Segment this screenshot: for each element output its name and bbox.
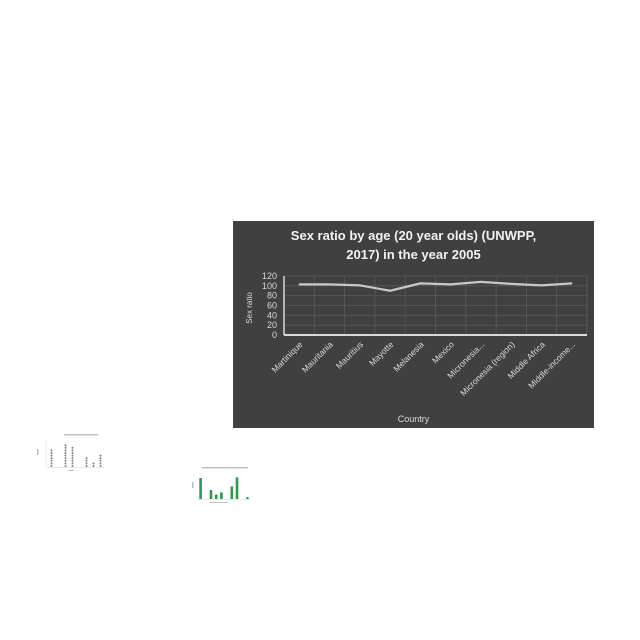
thumbnail-dot — [64, 454, 67, 457]
data-point — [359, 284, 361, 286]
thumbnail-dot — [64, 449, 67, 452]
thumbnail-dot — [50, 462, 53, 465]
y-axis-title: Sex ratio — [245, 292, 254, 324]
y-tick-label: 40 — [267, 310, 277, 320]
data-point — [571, 282, 573, 284]
thumbnail-dot — [99, 465, 102, 467]
thumbnail-dot — [50, 452, 53, 454]
thumbnail-bar — [220, 492, 223, 499]
data-point — [450, 283, 452, 285]
thumbnail-bar — [214, 494, 218, 499]
x-tick-label: Mayotte — [367, 339, 396, 368]
y-tick-label: 80 — [267, 291, 277, 301]
thumbnail-dot — [92, 462, 95, 465]
thumbnail-dot — [99, 454, 102, 457]
thumbnail-dot — [71, 452, 74, 454]
y-tick-label: 100 — [262, 281, 277, 291]
thumbnail-dot — [71, 457, 74, 460]
thumbnail-bar-canvas — [192, 467, 250, 503]
y-tick-label: 20 — [267, 320, 277, 330]
thumbnail-dot-canvas — [37, 434, 104, 471]
thumbnail-dot — [85, 465, 88, 467]
thumbnail-title-placeholder — [64, 434, 98, 436]
thumbnail-dot — [85, 459, 88, 462]
thumbnail-dot — [50, 465, 53, 467]
thumbnail-dot — [99, 459, 102, 462]
x-axis-title: Country — [398, 414, 430, 424]
thumbnail-bar — [199, 478, 202, 499]
data-point — [389, 290, 391, 292]
thumbnail-dot — [71, 446, 74, 449]
series-line — [299, 280, 572, 292]
thumbnail-dot — [50, 454, 53, 457]
thumbnail-dot — [64, 444, 67, 447]
thumbnail-bar — [209, 490, 213, 499]
y-tick-label: 120 — [262, 271, 277, 281]
thumbnail-dot — [50, 449, 53, 452]
thumbnail-dot — [71, 462, 74, 465]
thumbnail-dot — [85, 462, 88, 465]
thumbnail-xlabel-placeholder — [210, 502, 228, 503]
x-tick-label: Mauritania — [300, 339, 335, 374]
thumbnail-dot — [64, 459, 67, 462]
x-tick-label: Mexico — [430, 339, 456, 365]
thumbnail-dot — [64, 446, 67, 449]
thumbnail-xlabel-placeholder — [68, 470, 74, 471]
thumbnail-dot — [50, 457, 53, 460]
thumbnail-bar — [235, 477, 239, 499]
thumbnail-bar — [246, 497, 249, 499]
thumbnail-dot — [64, 465, 67, 467]
thumbnail-dot — [71, 454, 74, 457]
y-tick-label: 60 — [267, 301, 277, 311]
thumbnail-dot-chart — [34, 432, 106, 472]
thumbnail-dot — [85, 457, 88, 460]
thumbnail-bar-chart — [190, 465, 252, 505]
data-point — [328, 283, 331, 285]
thumbnail-dot — [92, 465, 95, 467]
x-tick-label: Mauritius — [334, 339, 365, 370]
thumbnail-ylabel-placeholder — [37, 449, 39, 455]
thumbnail-dot — [71, 459, 74, 462]
data-point — [540, 284, 543, 286]
thumbnail-dot — [71, 465, 74, 467]
data-point — [510, 283, 512, 285]
thumbnail-dot — [99, 462, 102, 465]
thumbnail-bar — [230, 486, 234, 499]
y-tick-label: 0 — [272, 330, 277, 340]
data-point — [419, 282, 421, 284]
sex-ratio-chart: Sex ratio by age (20 year olds) (UNWPP, … — [233, 221, 594, 428]
thumbnail-dot — [50, 459, 53, 462]
data-point — [480, 281, 482, 283]
thumbnail-dot — [64, 457, 67, 460]
x-tick-label: Melanesia — [391, 339, 426, 374]
thumbnail-ylabel-placeholder — [192, 482, 194, 488]
thumbnail-dot — [64, 462, 67, 465]
thumbnail-title-placeholder — [202, 467, 248, 469]
x-tick-label: Martinique — [269, 339, 304, 374]
thumbnail-dot — [99, 457, 102, 460]
data-point — [298, 283, 300, 285]
thumbnail-dot — [64, 452, 67, 454]
chart-title-line-2: 2017) in the year 2005 — [346, 247, 480, 262]
chart-title-line-1: Sex ratio by age (20 year olds) (UNWPP, — [291, 228, 536, 243]
x-tick-label: Micronesia (region) — [458, 339, 517, 398]
chart-canvas: Sex ratio by age (20 year olds) (UNWPP, … — [245, 228, 588, 424]
thumbnail-dot — [71, 449, 74, 452]
